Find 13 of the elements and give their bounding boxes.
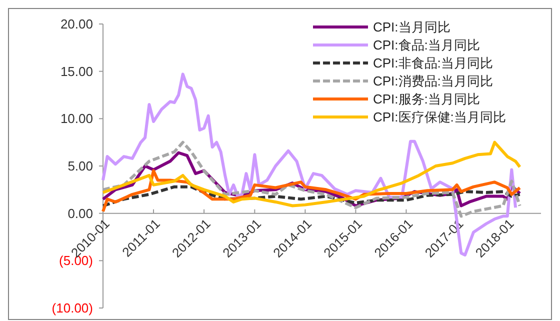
legend-label: CPI:医疗保健:当月同比 (373, 110, 506, 125)
legend-label: CPI:服务:当月同比 (373, 92, 480, 107)
y-tick-label: 0.00 (68, 206, 93, 221)
y-tick-label: 10.00 (60, 111, 93, 126)
legend-label: CPI:食品:当月同比 (373, 38, 480, 53)
legend-label: CPI:消费品:当月同比 (373, 74, 493, 89)
y-tick-label: 5.00 (68, 158, 93, 174)
line-series (102, 185, 522, 208)
y-tick-label: 20.00 (60, 16, 93, 32)
legend-label: CPI:非食品:当月同比 (373, 56, 493, 71)
legend-label: CPI:当月同比 (373, 20, 450, 35)
y-tick-label: (10.00) (52, 300, 93, 316)
y-tick-label: 15.00 (60, 64, 93, 79)
